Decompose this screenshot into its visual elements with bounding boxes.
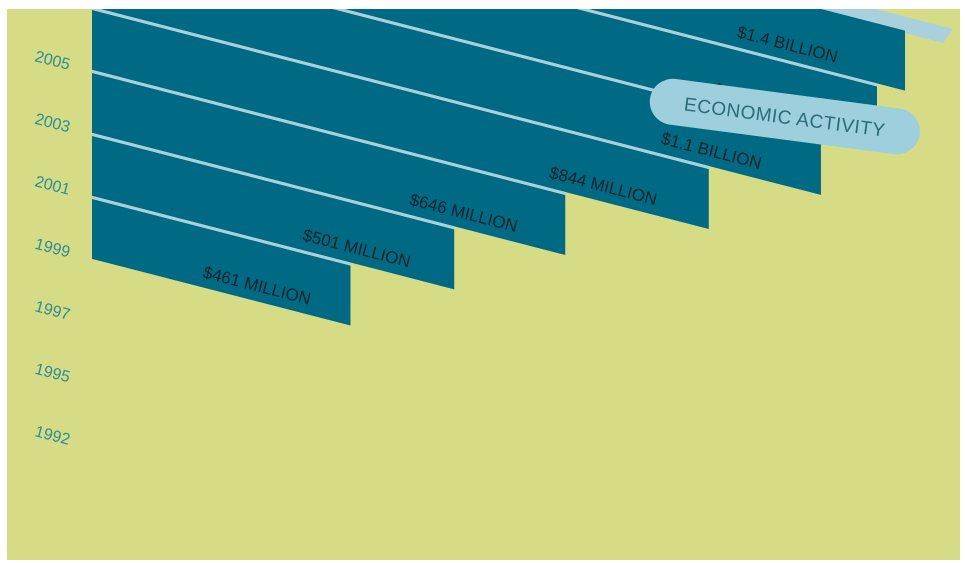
bar-separator: [91, 9, 710, 169]
economic-activity-chart: $1.4 BILLION$1.3 BILLION$1.1 BILLION$844…: [33, 9, 953, 449]
year-label-1997: 1997: [33, 298, 72, 323]
bar-separator: [576, 9, 878, 87]
year-label-1992: 1992: [33, 423, 72, 448]
bar-separator: [91, 195, 351, 266]
bar-separator: [91, 69, 566, 195]
bar-3: [92, 9, 709, 229]
bar-2: [92, 72, 566, 255]
year-label-2001: 2001: [33, 173, 72, 198]
chart-area: $1.4 BILLION$1.3 BILLION$1.1 BILLION$844…: [7, 9, 960, 560]
year-label-2003: 2003: [33, 111, 72, 136]
year-label-2005: 2005: [33, 48, 72, 73]
bar-0: [92, 198, 351, 326]
year-label-1995: 1995: [33, 361, 72, 386]
bar-separator: [91, 132, 455, 230]
bar-1: [92, 135, 455, 290]
year-label-1999: 1999: [33, 236, 72, 261]
